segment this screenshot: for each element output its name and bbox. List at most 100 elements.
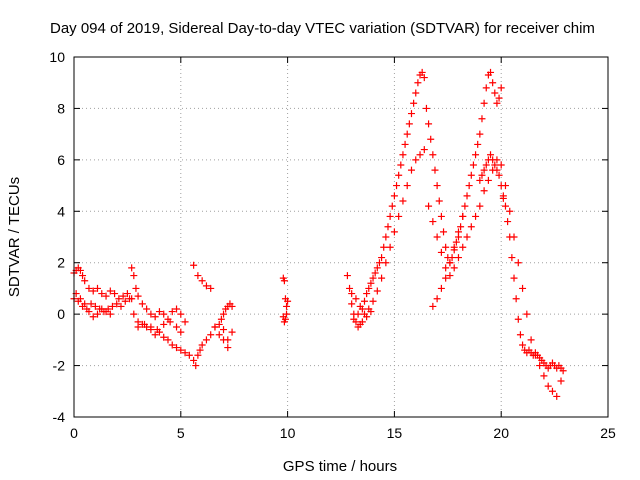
data-point [343, 272, 351, 280]
data-point [448, 254, 456, 262]
data-point [360, 297, 368, 305]
data-point [491, 89, 499, 97]
data-point [420, 74, 428, 82]
data-point [106, 310, 114, 318]
data-point [504, 218, 512, 226]
x-tick-label: 20 [493, 425, 509, 441]
data-point [98, 305, 106, 313]
data-point [489, 79, 497, 87]
data-point [79, 272, 87, 280]
data-point [134, 292, 142, 300]
data-point [190, 261, 198, 269]
data-points [70, 68, 567, 400]
data-point [126, 295, 134, 303]
data-point [478, 171, 486, 179]
data-point [369, 297, 377, 305]
x-tick-labels: 0 5 10 15 20 25 [70, 425, 616, 441]
data-point [102, 292, 110, 300]
data-point [429, 302, 437, 310]
data-point [557, 377, 565, 385]
data-point [348, 300, 356, 308]
data-point [386, 212, 394, 220]
data-point [474, 140, 482, 148]
data-point [382, 233, 390, 241]
data-point [224, 344, 232, 352]
data-point [540, 372, 548, 380]
x-tick-label: 25 [600, 425, 616, 441]
data-point [102, 308, 110, 316]
data-point [412, 156, 420, 164]
data-point [548, 387, 556, 395]
data-point [476, 130, 484, 138]
data-point [487, 68, 495, 76]
data-point [495, 94, 503, 102]
y-tick-label: 0 [57, 306, 65, 322]
data-point [151, 331, 159, 339]
data-point [429, 218, 437, 226]
data-point [181, 318, 189, 326]
data-point [173, 323, 181, 331]
data-point [168, 341, 176, 349]
x-axis-label: GPS time / hours [283, 458, 397, 475]
data-point [433, 233, 441, 241]
data-point [463, 192, 471, 200]
data-point [395, 212, 403, 220]
y-tick-labels: -4 -2 0 2 4 6 8 10 [49, 49, 65, 425]
data-point [531, 351, 539, 359]
data-point [284, 297, 292, 305]
data-point [147, 310, 155, 318]
data-point [132, 284, 140, 292]
data-point [469, 161, 477, 169]
data-point [431, 166, 439, 174]
data-point [516, 331, 524, 339]
data-point [215, 320, 223, 328]
data-point [390, 228, 398, 236]
data-point [81, 277, 89, 285]
data-point [476, 202, 484, 210]
data-point [414, 79, 422, 87]
y-tick-label: 8 [57, 100, 65, 116]
data-point [390, 192, 398, 200]
data-point [395, 171, 403, 179]
data-point [442, 274, 450, 282]
data-point [454, 254, 462, 262]
plot-frame [73, 56, 609, 418]
data-point [371, 269, 379, 277]
data-point [437, 212, 445, 220]
data-point [480, 187, 488, 195]
data-point [177, 310, 185, 318]
data-point [510, 233, 518, 241]
data-point [373, 264, 381, 272]
data-point [207, 331, 215, 339]
data-point [111, 290, 119, 298]
data-point [194, 272, 202, 280]
data-point [202, 336, 210, 344]
data-point [397, 161, 405, 169]
data-point [497, 84, 505, 92]
data-point [215, 331, 223, 339]
data-point [177, 346, 185, 354]
data-point [173, 305, 181, 313]
data-point [160, 320, 168, 328]
data-point [384, 223, 392, 231]
data-point [493, 99, 501, 107]
data-point [501, 202, 509, 210]
data-point [155, 308, 163, 316]
data-point [442, 264, 450, 272]
data-point [407, 110, 415, 118]
data-point [437, 248, 445, 256]
data-point [93, 284, 101, 292]
data-point [164, 336, 172, 344]
data-point [519, 284, 527, 292]
data-point [416, 151, 424, 159]
data-point [181, 349, 189, 357]
data-point [140, 320, 148, 328]
data-point [401, 140, 409, 148]
data-point [365, 284, 373, 292]
data-point [412, 89, 420, 97]
data-point [495, 171, 503, 179]
data-point [198, 277, 206, 285]
data-point [427, 135, 435, 143]
data-point [467, 171, 475, 179]
data-point [378, 274, 386, 282]
